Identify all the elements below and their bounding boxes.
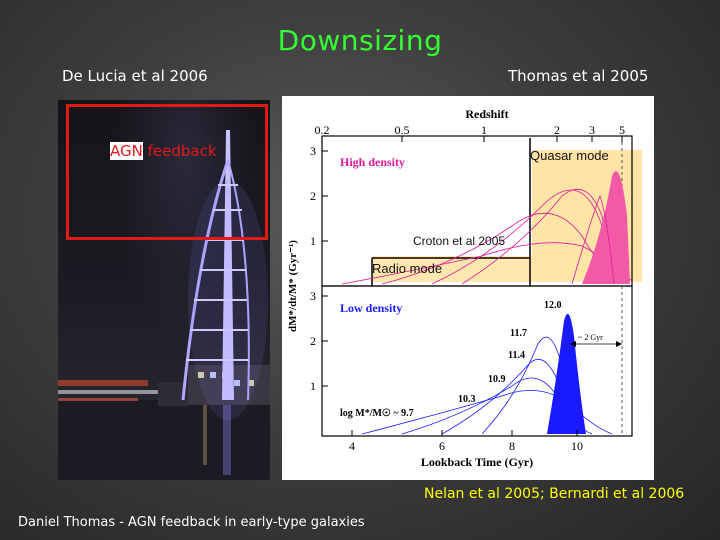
slide-footer: Daniel Thomas - AGN feedback in early-ty… xyxy=(18,515,365,530)
y-tick: 2 xyxy=(310,334,316,348)
low-density-label: Low density xyxy=(340,301,402,315)
right-citation: Thomas et al 2005 xyxy=(508,67,649,85)
redshift-axis-label: Redshift xyxy=(465,107,508,121)
x-axis-label: Lookback Time (Gyr) xyxy=(421,455,533,469)
bottom-citation: Nelan et al 2005; Bernardi et al 2006 xyxy=(424,486,685,502)
left-citation: De Lucia et al 2006 xyxy=(62,67,208,85)
redshift-tick: 5 xyxy=(619,123,625,137)
x-tick: 6 xyxy=(439,439,445,453)
tower-photo xyxy=(58,100,270,480)
slide-title: Downsizing xyxy=(277,24,443,57)
high-density-label: High density xyxy=(340,155,405,169)
mass-label: 10.9 xyxy=(488,374,506,385)
mass-label: 12.0 xyxy=(544,300,562,311)
x-tick: 10 xyxy=(571,439,583,453)
x-tick: 8 xyxy=(509,439,515,453)
mass-label: 11.4 xyxy=(508,350,525,361)
redshift-tick: 3 xyxy=(589,123,595,137)
mass-label: 11.7 xyxy=(510,328,527,339)
redshift-tick: 0.2 xyxy=(315,123,330,137)
y-tick: 1 xyxy=(310,379,316,393)
y-tick: 1 xyxy=(310,234,316,248)
mass-label: 10.3 xyxy=(458,394,476,405)
redshift-tick: 2 xyxy=(554,123,560,137)
y-axis-label: dM*/dt/M* (Gyr⁻¹) xyxy=(287,240,299,332)
gyr-arrow-label: ~ 2 Gyr xyxy=(578,333,603,342)
y-tick: 2 xyxy=(310,189,316,203)
radio-mode-label: Radio mode xyxy=(372,261,443,276)
redshift-tick: 0.5 xyxy=(395,123,410,137)
quasar-mode-label: Quasar mode xyxy=(530,148,609,163)
feedback-text: feedback xyxy=(142,142,217,160)
agn-feedback-label: AGN feedback xyxy=(110,142,217,160)
sfh-plot: Redshift 0.2 0.5 1 2 3 5 High density Lo… xyxy=(282,96,654,480)
croton-citation: Croton et al 2005 xyxy=(413,234,506,248)
mass-prefix-label: log M*/M☉ ~ 9.7 xyxy=(340,408,414,419)
y-tick: 3 xyxy=(310,289,316,303)
agn-highlight: AGN xyxy=(110,142,143,160)
x-tick: 4 xyxy=(349,439,355,453)
agn-feedback-frame xyxy=(66,104,268,240)
redshift-tick: 1 xyxy=(481,123,487,137)
y-tick: 3 xyxy=(310,144,316,158)
